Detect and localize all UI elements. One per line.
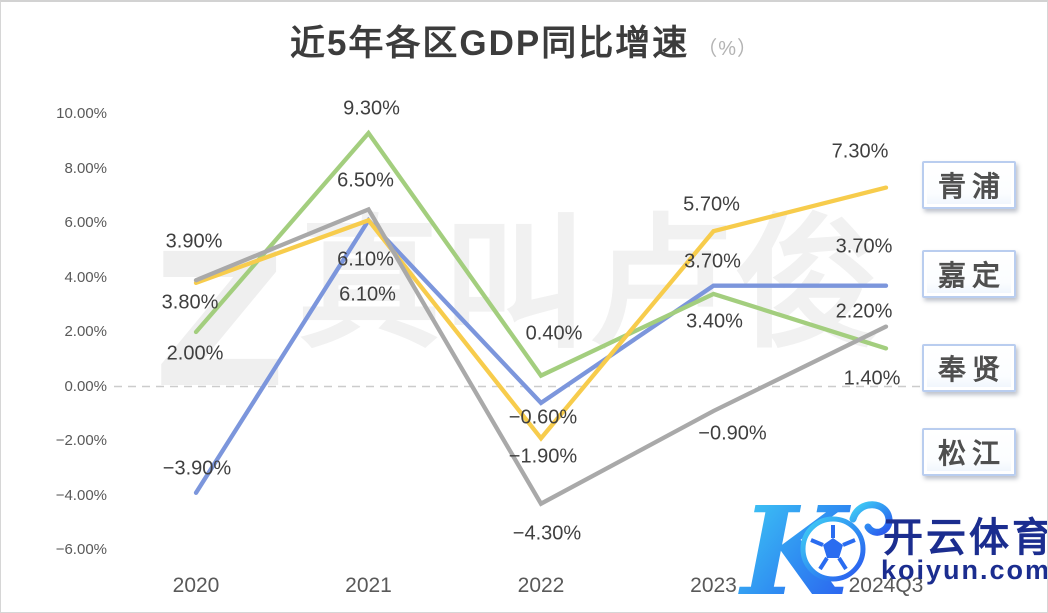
brand-monogram-graphic: K (738, 479, 893, 612)
y-tick-label: −4.00% (55, 486, 107, 504)
x-tick-label: 2022 (517, 574, 565, 597)
soccer-ball-icon (800, 516, 866, 582)
data-point-label: 6.10% (339, 283, 396, 306)
data-point-label: 5.70% (683, 193, 740, 216)
x-tick-label: 2020 (172, 574, 220, 597)
data-point-label: 6.10% (337, 248, 394, 271)
data-point-label: −0.90% (698, 422, 767, 445)
series-line-青浦 (193, 185, 889, 442)
data-point-label: 7.30% (831, 140, 889, 163)
legend-item-奉贤: 奉贤 (922, 344, 1016, 392)
data-point-label: 6.50% (337, 169, 394, 192)
data-point-label: 1.40% (843, 367, 901, 390)
y-tick-label: 6.00% (64, 214, 107, 231)
y-tick-label: 4.00% (64, 268, 107, 286)
chart-title-text: 近5年各区GDP同比增速 (289, 24, 690, 63)
legend-item-嘉定: 嘉定 (922, 250, 1016, 298)
brand-domain: koiyun.com (881, 555, 1048, 585)
legend-item-松江: 松江 (922, 428, 1016, 476)
series-line-奉贤 (193, 129, 889, 379)
y-tick-label: 8.00% (64, 159, 107, 177)
data-point-label: 0.40% (525, 322, 583, 345)
data-point-label: −0.60% (508, 406, 578, 429)
y-tick-label: −6.00% (55, 541, 107, 558)
chart-title-unit: （%） (697, 38, 759, 60)
series-line-嘉定 (193, 216, 889, 495)
chart-title: 近5年各区GDP同比增速 （%） (1, 15, 1047, 66)
data-point-label: 2.20% (835, 300, 893, 323)
data-point-label: 3.70% (684, 250, 741, 273)
y-tick-label: −2.00% (55, 432, 107, 449)
data-point-label: 3.40% (686, 310, 743, 333)
data-point-label: 9.30% (343, 97, 400, 120)
data-point-label: 3.80% (161, 291, 219, 314)
data-point-label: 3.70% (835, 235, 893, 258)
legend-item-青浦: 青浦 (922, 161, 1016, 209)
brand-logo: K 开云体育 koiyun.com (733, 479, 1048, 612)
brand-swirl (849, 501, 893, 536)
brand-name: 开云体育 (883, 516, 1048, 560)
x-tick-label: 2024Q3 (848, 574, 924, 597)
data-point-label: 3.90% (165, 230, 223, 253)
data-point-label: −4.30% (512, 522, 582, 545)
data-point-label: 2.00% (166, 342, 224, 365)
x-tick-label: 2021 (345, 574, 392, 597)
y-tick-label: 2.00% (64, 323, 107, 340)
data-point-label: −1.90% (508, 445, 578, 468)
data-point-label: −3.90% (162, 457, 232, 480)
x-tick-label: 2023 (690, 574, 737, 597)
series-line-松江 (193, 206, 889, 507)
y-tick-label: 10.00% (56, 105, 107, 122)
y-tick-label: 0.00% (64, 377, 107, 395)
